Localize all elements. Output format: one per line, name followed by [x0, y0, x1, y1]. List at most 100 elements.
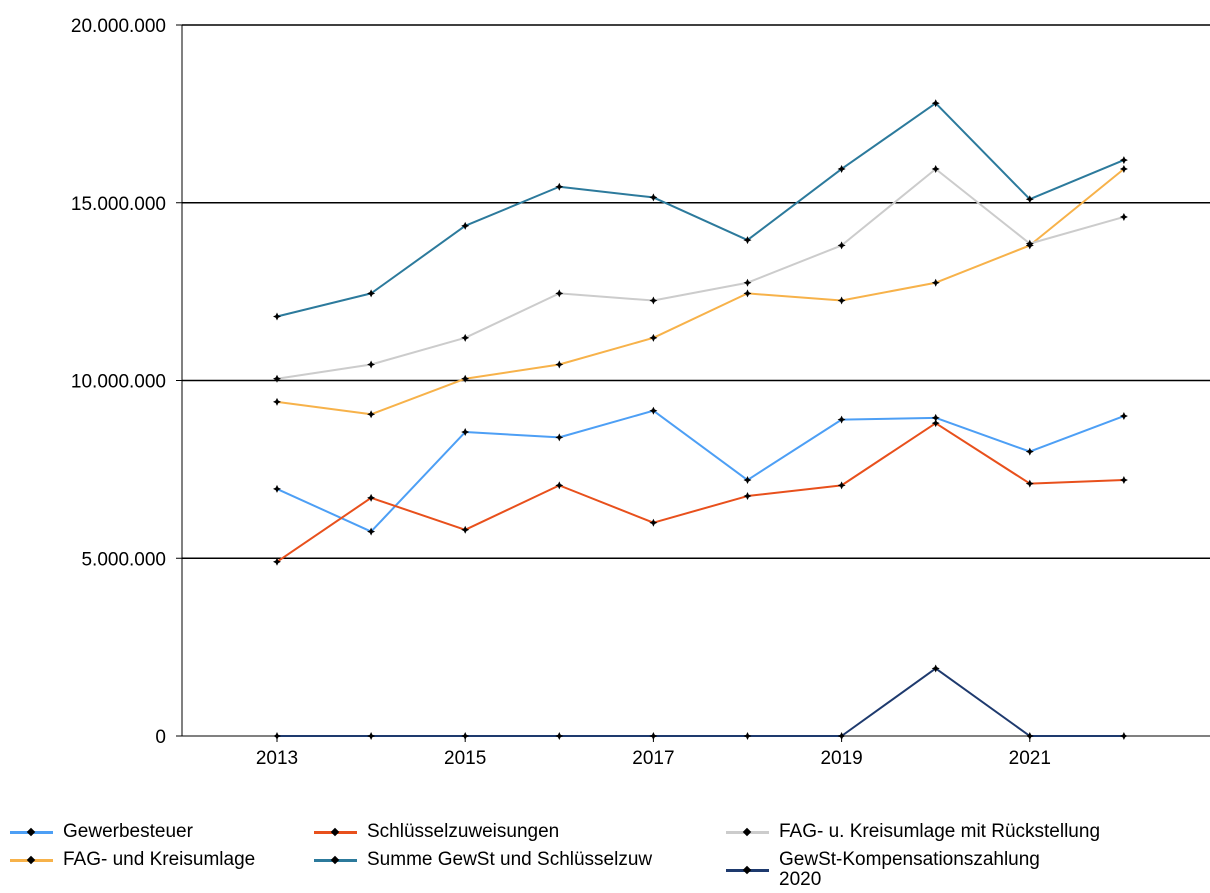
data-point — [555, 360, 564, 369]
legend-label: GewSt-Kompensationszahlung 2020 — [779, 849, 1040, 890]
data-point — [931, 278, 940, 287]
data-point — [837, 415, 846, 424]
series-markers — [273, 99, 1128, 740]
x-tick-label: 2015 — [444, 748, 486, 769]
legend-swatch — [312, 850, 359, 870]
legend-item-schluesselzuweisungen: Schlüsselzuweisungen — [312, 822, 559, 842]
y-tick-label: 5.000.000 — [81, 549, 166, 570]
legend-label: Summe GewSt und Schlüsselzuw — [367, 849, 653, 870]
data-point — [931, 413, 940, 422]
data-point — [743, 732, 752, 740]
data-point — [1025, 732, 1034, 740]
data-point — [273, 732, 281, 740]
data-point — [273, 484, 281, 493]
data-point — [931, 99, 940, 108]
data-point — [273, 397, 281, 406]
data-point — [1025, 239, 1034, 248]
legend-swatch — [312, 822, 359, 842]
legend-item-fag-und-kreisumlage: FAG- und Kreisumlage — [8, 850, 255, 870]
series-line — [276, 168, 1125, 416]
data-point — [555, 732, 564, 740]
y-tick-label: 20.000.000 — [71, 16, 166, 37]
data-point — [1025, 447, 1034, 456]
legend-item-gewst-kompensation: GewSt-Kompensationszahlung 2020 — [724, 850, 1040, 890]
data-point — [743, 492, 752, 501]
data-point — [1025, 195, 1034, 204]
data-point — [461, 221, 470, 230]
series-line — [276, 102, 1125, 318]
x-tick-label: 2019 — [820, 748, 862, 769]
data-point — [743, 476, 752, 485]
data-point — [461, 428, 470, 437]
data-point — [461, 525, 470, 534]
data-point — [649, 193, 658, 202]
data-point — [461, 732, 470, 740]
series-line — [276, 409, 1125, 533]
data-point — [931, 419, 940, 428]
data-point — [273, 557, 281, 566]
legend-label: FAG- und Kreisumlage — [63, 849, 256, 870]
grid-lines — [176, 24, 1210, 737]
series-line — [276, 422, 1124, 563]
data-point — [1025, 479, 1034, 488]
x-tick-label: 2013 — [256, 748, 298, 769]
legend-label: FAG- u. Kreisumlage mit Rückstellung — [779, 821, 1101, 842]
data-point — [273, 374, 281, 383]
data-point — [649, 406, 658, 415]
data-point — [743, 289, 752, 298]
legend-swatch — [724, 860, 771, 880]
x-tick-label: 2021 — [1009, 748, 1051, 769]
data-point — [367, 289, 376, 298]
data-point — [555, 481, 564, 490]
data-point — [649, 333, 658, 342]
legend-item-fag-kreisumlage-rueckstellung: FAG- u. Kreisumlage mit Rückstellung — [724, 822, 1100, 842]
data-point — [649, 518, 658, 527]
y-tick-label: 15.000.000 — [71, 194, 166, 215]
data-point — [1119, 732, 1128, 740]
y-tick-label: 10.000.000 — [71, 372, 166, 393]
data-point — [837, 732, 846, 740]
data-point — [837, 296, 846, 305]
data-point — [367, 732, 376, 740]
data-point — [649, 296, 658, 305]
data-point — [931, 164, 940, 173]
data-point — [367, 527, 376, 536]
data-point — [1119, 156, 1128, 165]
data-point — [273, 312, 281, 321]
x-tick-label: 2017 — [632, 748, 674, 769]
data-point — [1119, 212, 1128, 221]
legend-label: Gewerbesteuer — [63, 821, 193, 842]
data-point — [367, 410, 376, 419]
series-lines — [276, 102, 1125, 737]
data-point — [743, 278, 752, 287]
data-point — [555, 289, 564, 298]
y-tick-labels: 0 5.000.000 10.000.000 15.000.000 20.000.000 — [71, 16, 166, 748]
legend-swatch — [8, 850, 55, 870]
data-point — [461, 333, 470, 342]
x-tick-labels: 2013 2015 2017 2019 2021 — [256, 736, 1051, 769]
legend-swatch — [724, 822, 771, 842]
data-point — [461, 374, 470, 383]
data-point — [931, 664, 940, 673]
data-point — [743, 236, 752, 245]
y-tick-label: 0 — [155, 727, 166, 748]
data-point — [649, 732, 658, 740]
line-chart: 0 5.000.000 10.000.000 15.000.000 20.000.000… — [71, 16, 1210, 769]
data-point — [1119, 164, 1128, 173]
legend-swatch — [8, 822, 55, 842]
data-point — [837, 481, 846, 490]
legend-label: Schlüsselzuweisungen — [367, 821, 560, 842]
data-point — [837, 164, 846, 173]
data-point — [837, 241, 846, 250]
series-line — [277, 667, 1124, 737]
data-point — [367, 493, 376, 502]
series-line — [276, 167, 1125, 380]
data-point — [555, 433, 564, 442]
data-point — [367, 360, 376, 369]
data-point — [1119, 476, 1128, 485]
chart-legend: Gewerbesteuer FAG- und Kreisumlage Schlü… — [0, 812, 1210, 893]
legend-item-gewerbesteuer: Gewerbesteuer — [8, 822, 193, 842]
data-point — [555, 182, 564, 191]
data-point — [1119, 412, 1128, 421]
legend-item-summe-gewst: Summe GewSt und Schlüsselzuw — [312, 850, 652, 870]
